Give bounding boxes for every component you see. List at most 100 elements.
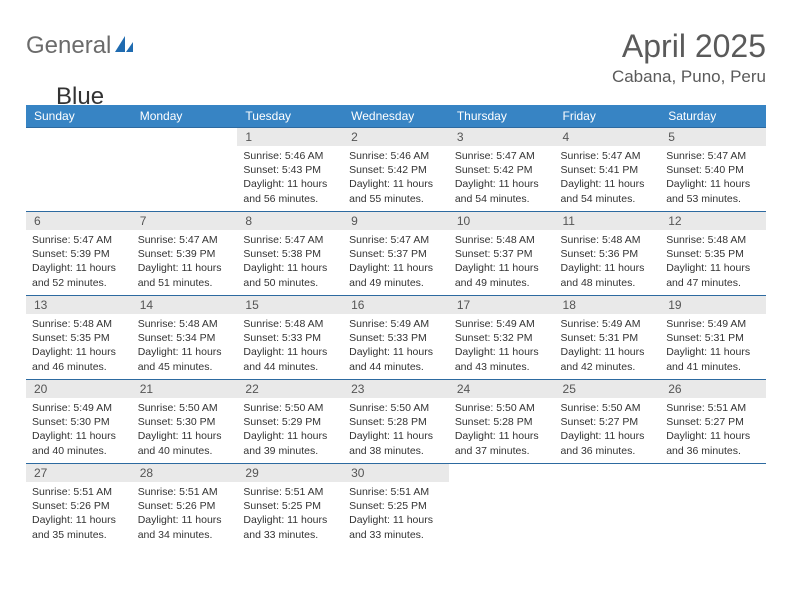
day-detail-line: and 33 minutes.: [349, 528, 443, 542]
day-detail-line: Daylight: 11 hours: [561, 429, 655, 443]
day-detail-line: Sunset: 5:41 PM: [561, 163, 655, 177]
day-cell: 1Sunrise: 5:46 AMSunset: 5:43 PMDaylight…: [237, 128, 343, 212]
day-cell: 9Sunrise: 5:47 AMSunset: 5:37 PMDaylight…: [343, 212, 449, 296]
day-detail-line: Sunrise: 5:51 AM: [32, 485, 126, 499]
day-detail-line: Daylight: 11 hours: [666, 177, 760, 191]
day-detail-line: Sunset: 5:37 PM: [349, 247, 443, 261]
day-detail-line: Sunrise: 5:49 AM: [349, 317, 443, 331]
day-details: Sunrise: 5:47 AMSunset: 5:40 PMDaylight:…: [660, 146, 766, 210]
day-detail-line: Sunset: 5:32 PM: [455, 331, 549, 345]
day-detail-line: Daylight: 11 hours: [243, 177, 337, 191]
day-details: Sunrise: 5:48 AMSunset: 5:36 PMDaylight:…: [555, 230, 661, 294]
day-detail-line: Sunrise: 5:47 AM: [243, 233, 337, 247]
day-detail-line: and 54 minutes.: [561, 192, 655, 206]
day-detail-line: Daylight: 11 hours: [32, 513, 126, 527]
day-cell: 22Sunrise: 5:50 AMSunset: 5:29 PMDayligh…: [237, 380, 343, 464]
day-detail-line: Sunrise: 5:50 AM: [455, 401, 549, 415]
day-cell: [132, 128, 238, 212]
day-cell: [449, 464, 555, 548]
day-detail-line: Sunrise: 5:47 AM: [138, 233, 232, 247]
week-row: 20Sunrise: 5:49 AMSunset: 5:30 PMDayligh…: [26, 380, 766, 464]
day-number: 3: [449, 128, 555, 146]
day-detail-line: Sunset: 5:35 PM: [666, 247, 760, 261]
day-detail-line: and 51 minutes.: [138, 276, 232, 290]
day-detail-line: and 52 minutes.: [32, 276, 126, 290]
day-number: 11: [555, 212, 661, 230]
day-detail-line: Daylight: 11 hours: [349, 513, 443, 527]
day-detail-line: Daylight: 11 hours: [349, 429, 443, 443]
header: General April 2025 Cabana, Puno, Peru: [26, 28, 766, 87]
day-detail-line: and 44 minutes.: [243, 360, 337, 374]
day-detail-line: Sunrise: 5:50 AM: [138, 401, 232, 415]
day-detail-line: Sunset: 5:27 PM: [666, 415, 760, 429]
day-detail-line: Sunrise: 5:48 AM: [243, 317, 337, 331]
day-cell: 16Sunrise: 5:49 AMSunset: 5:33 PMDayligh…: [343, 296, 449, 380]
day-details: Sunrise: 5:50 AMSunset: 5:29 PMDaylight:…: [237, 398, 343, 462]
day-cell: 4Sunrise: 5:47 AMSunset: 5:41 PMDaylight…: [555, 128, 661, 212]
day-detail-line: and 49 minutes.: [349, 276, 443, 290]
day-detail-line: Daylight: 11 hours: [561, 177, 655, 191]
day-cell: 14Sunrise: 5:48 AMSunset: 5:34 PMDayligh…: [132, 296, 238, 380]
day-detail-line: and 44 minutes.: [349, 360, 443, 374]
day-detail-line: Sunrise: 5:47 AM: [666, 149, 760, 163]
day-number: 12: [660, 212, 766, 230]
day-detail-line: Sunset: 5:25 PM: [349, 499, 443, 513]
day-cell: 12Sunrise: 5:48 AMSunset: 5:35 PMDayligh…: [660, 212, 766, 296]
day-cell: 28Sunrise: 5:51 AMSunset: 5:26 PMDayligh…: [132, 464, 238, 548]
day-details: Sunrise: 5:50 AMSunset: 5:28 PMDaylight:…: [343, 398, 449, 462]
day-detail-line: Daylight: 11 hours: [138, 429, 232, 443]
day-detail-line: Sunset: 5:26 PM: [138, 499, 232, 513]
day-details: Sunrise: 5:47 AMSunset: 5:38 PMDaylight:…: [237, 230, 343, 294]
day-detail-line: Daylight: 11 hours: [138, 513, 232, 527]
day-detail-line: Sunset: 5:28 PM: [455, 415, 549, 429]
day-detail-line: Sunset: 5:38 PM: [243, 247, 337, 261]
day-number: 15: [237, 296, 343, 314]
day-number: 22: [237, 380, 343, 398]
day-details: Sunrise: 5:48 AMSunset: 5:35 PMDaylight:…: [26, 314, 132, 378]
day-cell: 25Sunrise: 5:50 AMSunset: 5:27 PMDayligh…: [555, 380, 661, 464]
day-detail-line: Sunrise: 5:49 AM: [666, 317, 760, 331]
dow-monday: Monday: [132, 105, 238, 128]
day-detail-line: Sunrise: 5:48 AM: [561, 233, 655, 247]
day-detail-line: Sunrise: 5:49 AM: [561, 317, 655, 331]
day-detail-line: Sunrise: 5:46 AM: [349, 149, 443, 163]
location-label: Cabana, Puno, Peru: [612, 67, 766, 87]
day-cell: 19Sunrise: 5:49 AMSunset: 5:31 PMDayligh…: [660, 296, 766, 380]
day-cell: 20Sunrise: 5:49 AMSunset: 5:30 PMDayligh…: [26, 380, 132, 464]
day-detail-line: Sunset: 5:42 PM: [349, 163, 443, 177]
day-details: Sunrise: 5:50 AMSunset: 5:30 PMDaylight:…: [132, 398, 238, 462]
day-detail-line: Sunset: 5:39 PM: [138, 247, 232, 261]
brand-logo: General: [26, 32, 137, 60]
day-detail-line: Daylight: 11 hours: [349, 261, 443, 275]
day-detail-line: Daylight: 11 hours: [138, 261, 232, 275]
title-block: April 2025 Cabana, Puno, Peru: [612, 28, 766, 87]
day-number: 28: [132, 464, 238, 482]
day-details: Sunrise: 5:49 AMSunset: 5:32 PMDaylight:…: [449, 314, 555, 378]
day-details: Sunrise: 5:47 AMSunset: 5:42 PMDaylight:…: [449, 146, 555, 210]
day-detail-line: Sunset: 5:31 PM: [666, 331, 760, 345]
day-number: 16: [343, 296, 449, 314]
day-details: Sunrise: 5:49 AMSunset: 5:31 PMDaylight:…: [660, 314, 766, 378]
day-detail-line: Sunset: 5:26 PM: [32, 499, 126, 513]
day-detail-line: Daylight: 11 hours: [32, 429, 126, 443]
week-row: 27Sunrise: 5:51 AMSunset: 5:26 PMDayligh…: [26, 464, 766, 548]
day-detail-line: Daylight: 11 hours: [455, 261, 549, 275]
day-cell: 8Sunrise: 5:47 AMSunset: 5:38 PMDaylight…: [237, 212, 343, 296]
day-detail-line: Daylight: 11 hours: [243, 429, 337, 443]
day-detail-line: Daylight: 11 hours: [455, 429, 549, 443]
day-details: Sunrise: 5:49 AMSunset: 5:30 PMDaylight:…: [26, 398, 132, 462]
day-detail-line: and 36 minutes.: [666, 444, 760, 458]
day-detail-line: and 46 minutes.: [32, 360, 126, 374]
day-number: 10: [449, 212, 555, 230]
day-detail-line: Daylight: 11 hours: [138, 345, 232, 359]
day-number: 2: [343, 128, 449, 146]
day-detail-line: Daylight: 11 hours: [243, 345, 337, 359]
day-detail-line: Daylight: 11 hours: [561, 261, 655, 275]
day-number: 1: [237, 128, 343, 146]
day-number: 5: [660, 128, 766, 146]
day-number: 13: [26, 296, 132, 314]
dow-tuesday: Tuesday: [237, 105, 343, 128]
day-cell: 7Sunrise: 5:47 AMSunset: 5:39 PMDaylight…: [132, 212, 238, 296]
day-number: 20: [26, 380, 132, 398]
day-detail-line: and 56 minutes.: [243, 192, 337, 206]
